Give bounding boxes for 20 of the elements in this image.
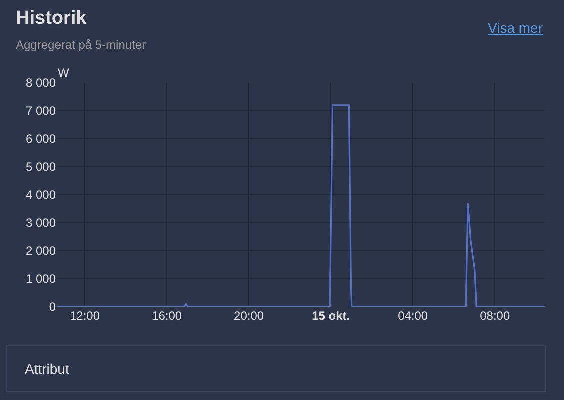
x-tick-label: 08:00 [480, 309, 510, 323]
x-tick-label: 12:00 [70, 309, 100, 323]
y-tick-label: 2 000 [26, 244, 56, 258]
chart-title: Historik [16, 8, 88, 29]
chart-subtitle: Aggregerat på 5-minuter [16, 38, 146, 52]
y-tick-label: 4 000 [26, 188, 56, 202]
x-tick-label: 04:00 [398, 309, 428, 323]
text: Visa mer [488, 20, 544, 36]
y-tick-label: 8 000 [26, 76, 56, 90]
x-tick-label: 20:00 [234, 309, 264, 323]
x-tick-label: 15 okt. [312, 309, 350, 323]
text: Attribut [25, 361, 70, 377]
y-axis-title: W [58, 66, 70, 80]
y-tick-label: 7 000 [26, 104, 56, 118]
y-tick-label: 5 000 [26, 160, 56, 174]
x-tick-label: 16:00 [152, 309, 182, 323]
y-tick-label: 3 000 [26, 216, 56, 230]
y-tick-label: 6 000 [26, 132, 56, 146]
y-tick-label: 1 000 [26, 272, 56, 286]
y-tick-label: 0 [49, 300, 56, 314]
